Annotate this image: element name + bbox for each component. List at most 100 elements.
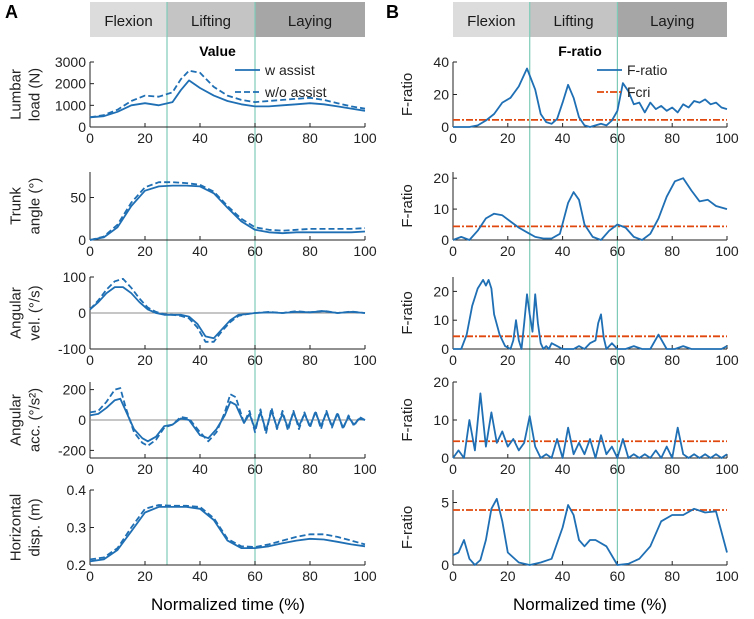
series-line-f-ratio — [453, 67, 728, 128]
series-line-with-assist — [89, 79, 366, 119]
x-tick-label: 40 — [555, 568, 571, 584]
y-tick-label: 0.3 — [67, 520, 87, 536]
chart-panel-6: 0 20 40 60 80 100 0 20 40 F-ratio F-ratio F-ratio Fc… — [399, 43, 739, 146]
x-tick-label: 80 — [302, 243, 318, 259]
x-tick-label: 100 — [353, 461, 377, 477]
x-tick-label: 80 — [664, 352, 680, 368]
y-axis-label: F-ratio — [399, 184, 416, 227]
x-tick-label: 60 — [610, 352, 626, 368]
y-tick-label: -100 — [58, 341, 86, 357]
y-tick-label: 0.4 — [67, 482, 87, 498]
chart-panel-9: 0 20 40 60 80 100 0 10 20 F-ratio — [399, 374, 739, 477]
x-tick-label: 100 — [353, 352, 377, 368]
y-tick-label: 100 — [63, 269, 87, 285]
y-axis-label: F-ratio — [399, 73, 416, 116]
x-tick-label: 0 — [449, 352, 457, 368]
y-tick-label: 5 — [441, 495, 449, 511]
x-tick-label: 40 — [192, 352, 208, 368]
y-tick-label: 0 — [441, 450, 449, 466]
x-tick-label: 100 — [353, 130, 377, 146]
series-line-with-assist — [89, 184, 366, 241]
phase-band-laying — [617, 2, 727, 37]
y-axis-label: Angular — [8, 394, 25, 446]
phase-band-lifting — [529, 2, 618, 37]
chart-panel-5: 0 20 40 60 80 100 0.2 0.3 0.4 Horizontal disp. (m) — [8, 482, 377, 584]
phase-label-lifting: Lifting — [554, 13, 594, 30]
x-tick-label: 100 — [715, 568, 739, 584]
chart-panel-8: 0 20 40 60 80 100 0 10 20 F-ratio — [399, 277, 739, 368]
x-tick-label: 60 — [610, 243, 626, 259]
x-tick-label: 80 — [664, 243, 680, 259]
x-tick-label: 20 — [500, 568, 516, 584]
chart-title: F-ratio — [558, 43, 602, 59]
x-tick-label: 60 — [247, 568, 263, 584]
y-axis-label: disp. (m) — [27, 498, 44, 556]
x-tick-label: 60 — [247, 130, 263, 146]
y-axis-label: F-ratio — [399, 291, 416, 334]
y-axis-label: acc. (°/s²) — [27, 388, 44, 452]
y-tick-label: 10 — [433, 412, 449, 428]
x-tick-label: 0 — [449, 568, 457, 584]
x-tick-label: 40 — [192, 130, 208, 146]
chart-panel-10: 0 20 40 60 80 100 0 5 F-ratio — [399, 490, 739, 584]
x-tick-label: 80 — [302, 130, 318, 146]
phase-band-laying — [255, 2, 365, 37]
y-axis-label: Horizontal — [8, 494, 25, 562]
x-tick-label: 40 — [555, 461, 571, 477]
x-tick-label: 40 — [192, 568, 208, 584]
phase-band-flexion — [453, 2, 530, 37]
x-tick-label: 0 — [449, 461, 457, 477]
series-line-without-assist — [89, 69, 366, 119]
phase-label-flexion: Flexion — [104, 13, 152, 30]
x-tick-label: 20 — [137, 130, 153, 146]
legend-entry: F-ratio — [627, 62, 668, 78]
series-line-f-ratio — [452, 392, 728, 459]
x-tick-label: 0 — [86, 568, 94, 584]
y-tick-label: 0 — [78, 412, 86, 428]
y-tick-label: 0 — [78, 305, 86, 321]
x-tick-label: 100 — [353, 568, 377, 584]
x-tick-label: 60 — [610, 130, 626, 146]
x-tick-label: 60 — [247, 243, 263, 259]
x-tick-label: 80 — [664, 461, 680, 477]
x-tick-label: 20 — [137, 243, 153, 259]
legend-entry: w assist — [264, 62, 315, 78]
x-tick-label: 0 — [86, 461, 94, 477]
y-axis-label: F-ratio — [399, 506, 416, 549]
y-axis-label: load (N) — [27, 68, 44, 121]
series-line-f-ratio — [452, 497, 728, 566]
x-tick-label: 60 — [247, 352, 263, 368]
x-tick-label: 20 — [500, 243, 516, 259]
y-tick-label: 0 — [441, 232, 449, 248]
x-tick-label: 100 — [715, 130, 739, 146]
x-tick-label: 20 — [137, 461, 153, 477]
y-axis-label: Trunk — [8, 187, 25, 225]
chart-panel-2: 0 20 40 60 80 100 0 50 Trunk angle (°) — [8, 172, 377, 259]
y-tick-label: 20 — [433, 87, 449, 103]
phase-band-lifting — [167, 2, 255, 37]
x-tick-label: 0 — [86, 243, 94, 259]
phase-header: Flexion Lifting Laying Flexion Lifting Laying — [90, 2, 727, 565]
y-axis-label: Lumbar — [8, 69, 25, 120]
x-tick-label: 60 — [610, 461, 626, 477]
y-axis-label: Angular — [8, 287, 25, 339]
y-tick-label: 200 — [63, 382, 87, 398]
x-tick-label: 40 — [192, 243, 208, 259]
phase-label-laying: Laying — [650, 13, 694, 30]
panel-label-b: B — [386, 2, 399, 22]
series-line-without-assist — [89, 277, 366, 343]
x-tick-label: 0 — [86, 352, 94, 368]
x-tick-label: 20 — [500, 352, 516, 368]
series-line-f-ratio — [452, 177, 728, 241]
y-tick-label: 50 — [70, 190, 86, 206]
y-tick-label: 40 — [433, 54, 449, 70]
phase-label-flexion: Flexion — [467, 13, 515, 30]
x-tick-label: 80 — [664, 568, 680, 584]
phase-label-lifting: Lifting — [191, 13, 231, 30]
x-tick-label: 100 — [353, 243, 377, 259]
